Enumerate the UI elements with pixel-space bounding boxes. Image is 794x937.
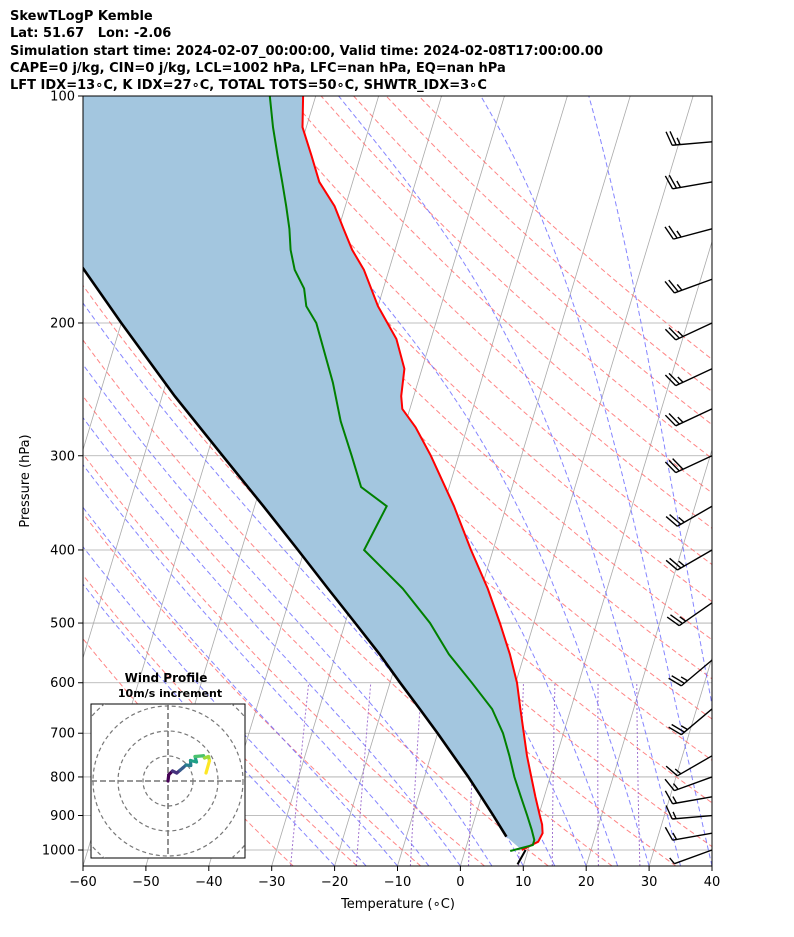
- moist-adiabat: [83, 302, 524, 866]
- y-tick-label: 500: [50, 617, 75, 632]
- x-tick-label: 30: [641, 875, 658, 890]
- hodograph-inset: Wind Profile 10m/s increment: [90, 671, 246, 859]
- x-tick-label: −20: [321, 875, 348, 890]
- wind-barb: [664, 776, 713, 792]
- mixing-ratio-line: [290, 682, 310, 866]
- isotherm-line: [775, 96, 794, 866]
- moist-adiabat: [83, 416, 461, 866]
- mixing-ratio-line: [636, 682, 641, 866]
- x-axis-label: Temperature (∘C): [340, 897, 455, 912]
- wind-barbs: [664, 131, 713, 865]
- x-tick-label: −10: [384, 875, 411, 890]
- mixing-ratio-line: [355, 682, 372, 866]
- hodograph-title: Wind Profile: [125, 671, 208, 685]
- moist-adiabat: [83, 506, 398, 866]
- wind-barb: [668, 659, 713, 687]
- y-tick-label: 100: [50, 90, 75, 105]
- y-tick-label: 200: [50, 316, 75, 331]
- header-times: Simulation start time: 2024-02-07_00:00:…: [10, 43, 603, 59]
- y-tick-label: 300: [50, 449, 75, 464]
- y-tick-label: 900: [50, 809, 75, 824]
- hodograph-trace: [166, 754, 212, 783]
- axes: −60 −50 −40 −30 −20 −10 0 10 20 30 40 100 200 300 400 5…: [42, 90, 720, 891]
- wind-barb: [664, 826, 713, 841]
- temperature-line: [301, 96, 544, 851]
- y-tick-label: 600: [50, 676, 75, 691]
- parcel-profile-line: [83, 265, 508, 838]
- y-tick-label: 800: [50, 770, 75, 785]
- dry-adiabat: [83, 179, 712, 804]
- x-tick-label: 40: [704, 875, 721, 890]
- wind-barb: [664, 368, 713, 387]
- wind-barb: [664, 174, 713, 190]
- wind-barb: [665, 505, 713, 527]
- moist-adiabat: [338, 96, 681, 866]
- isotherm-line: [334, 96, 568, 866]
- x-tick-label: −40: [195, 875, 222, 890]
- x-tick-label: 10: [515, 875, 532, 890]
- dry-adiabat: [157, 96, 712, 641]
- dry-adiabat: [83, 395, 549, 866]
- x-tick-label: −30: [258, 875, 285, 890]
- mixing-ratio-line: [597, 682, 599, 866]
- dry-adiabat: [190, 96, 712, 603]
- y-tick-label: 700: [50, 727, 75, 742]
- mixing-ratio-line: [409, 682, 423, 866]
- wind-barb: [665, 131, 713, 146]
- header-station: SkewTLogP Kemble: [10, 9, 153, 24]
- moist-adiabat: [83, 546, 367, 866]
- wind-barb: [665, 805, 713, 820]
- x-tick-label: 20: [578, 875, 595, 890]
- dry-adiabat: [222, 96, 712, 566]
- x-tick-label: −50: [132, 875, 159, 890]
- cape-shading-area: [83, 96, 543, 850]
- wind-barb: [665, 755, 713, 777]
- x-tick-label: 0: [456, 875, 464, 890]
- moist-adiabat: [588, 96, 712, 708]
- wind-barb: [664, 225, 713, 240]
- wind-barb: [664, 278, 713, 294]
- wind-barb: [664, 322, 713, 341]
- moist-adiabat: [83, 583, 335, 866]
- wind-barb: [664, 408, 713, 427]
- dry-adiabat: [320, 96, 712, 460]
- wind-barb: [664, 455, 713, 474]
- moist-adiabat: [480, 96, 712, 866]
- dewpoint-line: [268, 96, 536, 852]
- hodograph-subtitle: 10m/s increment: [118, 687, 222, 700]
- x-tick-label: −60: [69, 875, 96, 890]
- header-cape-cin: CAPE=0 j/kg, CIN=0 j/kg, LCL=1002 hPa, L…: [10, 60, 506, 76]
- isotherm-line: [585, 448, 712, 866]
- y-tick-label: 400: [50, 543, 75, 558]
- isotherm-line: [522, 240, 712, 866]
- chart-header: SkewTLogP Kemble Lat: 51.67 Lon: -2.06 Sim…: [10, 8, 603, 94]
- header-latlon: Lat: 51.67 Lon: -2.06: [10, 26, 172, 42]
- profile-lines: [83, 96, 544, 865]
- cape-shading: [83, 96, 543, 850]
- wind-barb: [668, 708, 713, 736]
- surface-marker: [516, 849, 527, 865]
- dry-adiabat: [385, 96, 712, 393]
- moist-adiabat: [215, 96, 650, 866]
- wind-barb: [666, 602, 713, 627]
- wind-barb: [669, 849, 713, 865]
- wind-barb: [665, 549, 713, 571]
- isotherm-line: [648, 656, 712, 866]
- moist-adiabat: [83, 363, 493, 866]
- y-axis-label: Pressure (hPa): [18, 434, 33, 527]
- y-tick-label: 1000: [42, 844, 75, 859]
- isotherm-line: [0, 96, 1, 866]
- header-indices: LFT IDX=13∘C, K IDX=27∘C, TOTAL TOTS=50∘…: [10, 78, 487, 94]
- dry-adiabat: [83, 339, 613, 866]
- wind-barb: [664, 790, 713, 805]
- mixing-ratio-line: [551, 682, 556, 866]
- dry-adiabat: [353, 96, 712, 426]
- isotherm-line: [711, 864, 712, 866]
- hodograph-segment: [204, 759, 212, 775]
